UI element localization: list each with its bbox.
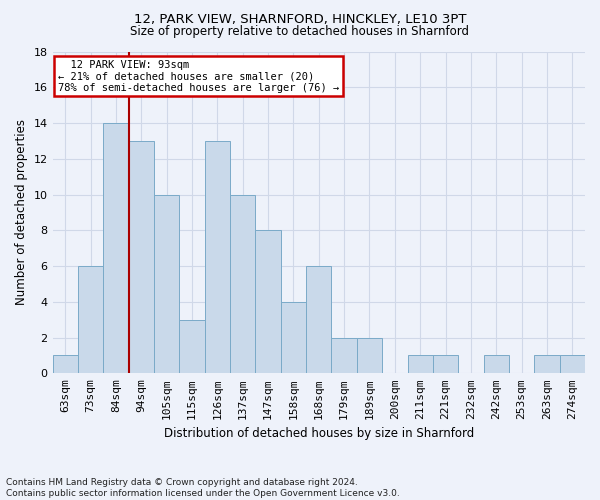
Bar bbox=[256, 230, 281, 374]
Bar bbox=[331, 338, 357, 374]
Bar bbox=[433, 356, 458, 374]
Bar bbox=[281, 302, 306, 374]
Y-axis label: Number of detached properties: Number of detached properties bbox=[15, 120, 28, 306]
Bar bbox=[407, 356, 433, 374]
Bar bbox=[179, 320, 205, 374]
X-axis label: Distribution of detached houses by size in Sharnford: Distribution of detached houses by size … bbox=[164, 427, 474, 440]
Text: 12, PARK VIEW, SHARNFORD, HINCKLEY, LE10 3PT: 12, PARK VIEW, SHARNFORD, HINCKLEY, LE10… bbox=[134, 12, 466, 26]
Text: 12 PARK VIEW: 93sqm
← 21% of detached houses are smaller (20)
78% of semi-detach: 12 PARK VIEW: 93sqm ← 21% of detached ho… bbox=[58, 60, 339, 92]
Bar bbox=[128, 141, 154, 374]
Bar bbox=[484, 356, 509, 374]
Bar bbox=[205, 141, 230, 374]
Bar bbox=[534, 356, 560, 374]
Bar bbox=[306, 266, 331, 374]
Bar bbox=[560, 356, 585, 374]
Bar bbox=[53, 356, 78, 374]
Text: Size of property relative to detached houses in Sharnford: Size of property relative to detached ho… bbox=[131, 25, 470, 38]
Bar bbox=[103, 123, 128, 374]
Text: Contains HM Land Registry data © Crown copyright and database right 2024.
Contai: Contains HM Land Registry data © Crown c… bbox=[6, 478, 400, 498]
Bar bbox=[357, 338, 382, 374]
Bar bbox=[230, 194, 256, 374]
Bar bbox=[154, 194, 179, 374]
Bar bbox=[78, 266, 103, 374]
